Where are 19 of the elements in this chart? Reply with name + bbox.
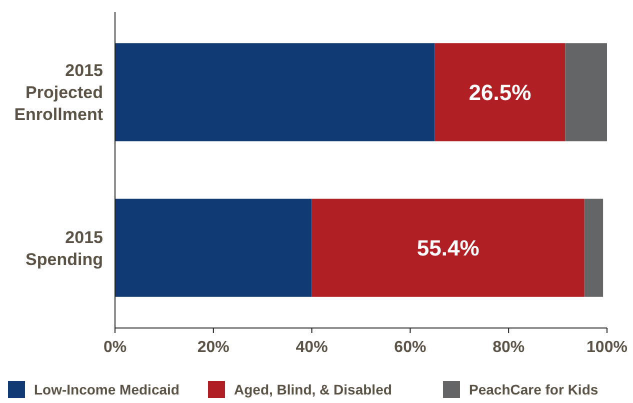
x-tick-label: 40% — [296, 339, 328, 356]
data-label: 55.4% — [416, 236, 480, 261]
bar — [115, 198, 312, 297]
y-tick-label: 2015 Projected Enrollment — [14, 61, 104, 124]
x-tick-label: 80% — [492, 339, 525, 356]
bar — [584, 198, 604, 297]
legend-label: PeachCare for Kids — [469, 381, 598, 398]
bar — [115, 43, 435, 142]
bar — [312, 198, 584, 297]
bar — [434, 43, 566, 142]
x-tick-label: 100% — [586, 339, 628, 356]
data-label: 26.5% — [468, 80, 532, 105]
x-tick-label: 20% — [197, 339, 230, 356]
legend-label: Aged, Blind, & Disabled — [234, 381, 392, 398]
legend-label: Low-Income Medicaid — [34, 381, 180, 398]
y-tick-label: 2015 Spending — [26, 228, 103, 269]
x-tick-label: 60% — [394, 339, 426, 356]
bar — [565, 43, 607, 142]
x-tick-label: 0% — [103, 339, 127, 356]
